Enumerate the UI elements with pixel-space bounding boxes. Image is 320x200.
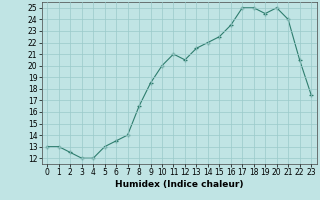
- X-axis label: Humidex (Indice chaleur): Humidex (Indice chaleur): [115, 180, 244, 189]
